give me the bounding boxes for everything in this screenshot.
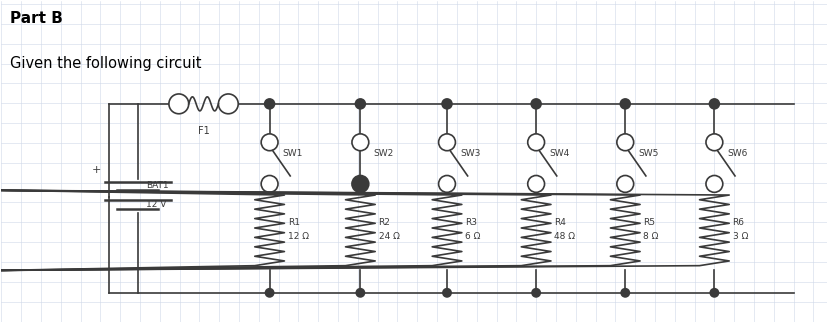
Ellipse shape bbox=[265, 288, 275, 298]
Ellipse shape bbox=[527, 175, 544, 192]
Text: R6: R6 bbox=[732, 218, 743, 227]
Ellipse shape bbox=[351, 175, 368, 192]
Text: SW1: SW1 bbox=[283, 149, 303, 158]
Text: R2: R2 bbox=[378, 218, 390, 227]
Ellipse shape bbox=[619, 98, 630, 109]
Ellipse shape bbox=[264, 98, 275, 109]
Text: SW5: SW5 bbox=[638, 149, 658, 158]
Text: 3 Ω: 3 Ω bbox=[732, 232, 747, 241]
Text: Given the following circuit: Given the following circuit bbox=[10, 56, 201, 71]
Text: 24 Ω: 24 Ω bbox=[378, 232, 399, 241]
Ellipse shape bbox=[441, 98, 452, 109]
Ellipse shape bbox=[530, 98, 541, 109]
Text: F1: F1 bbox=[198, 126, 209, 136]
Ellipse shape bbox=[616, 175, 633, 192]
Ellipse shape bbox=[261, 175, 278, 192]
Text: SW6: SW6 bbox=[727, 149, 747, 158]
Text: 48 Ω: 48 Ω bbox=[553, 232, 575, 241]
Ellipse shape bbox=[531, 288, 540, 298]
Text: R5: R5 bbox=[643, 218, 655, 227]
Text: 6 Ω: 6 Ω bbox=[465, 232, 480, 241]
Text: BAT1: BAT1 bbox=[146, 181, 168, 190]
Text: +: + bbox=[92, 164, 101, 174]
Ellipse shape bbox=[218, 94, 238, 114]
Ellipse shape bbox=[705, 134, 722, 151]
Text: SW2: SW2 bbox=[373, 149, 394, 158]
Ellipse shape bbox=[438, 134, 455, 151]
Text: SW4: SW4 bbox=[548, 149, 569, 158]
Text: 12 V: 12 V bbox=[146, 200, 166, 209]
Ellipse shape bbox=[169, 94, 189, 114]
Ellipse shape bbox=[616, 134, 633, 151]
Ellipse shape bbox=[355, 288, 365, 298]
Ellipse shape bbox=[705, 175, 722, 192]
Ellipse shape bbox=[709, 288, 719, 298]
Ellipse shape bbox=[354, 98, 366, 109]
Text: Part B: Part B bbox=[10, 11, 63, 26]
Text: 12 Ω: 12 Ω bbox=[288, 232, 308, 241]
Ellipse shape bbox=[527, 134, 544, 151]
Ellipse shape bbox=[261, 134, 278, 151]
Ellipse shape bbox=[438, 175, 455, 192]
Ellipse shape bbox=[442, 288, 452, 298]
Text: R1: R1 bbox=[288, 218, 299, 227]
Ellipse shape bbox=[619, 288, 629, 298]
Text: SW3: SW3 bbox=[460, 149, 480, 158]
Text: R4: R4 bbox=[553, 218, 566, 227]
Ellipse shape bbox=[708, 98, 719, 109]
Ellipse shape bbox=[351, 134, 368, 151]
Text: 8 Ω: 8 Ω bbox=[643, 232, 658, 241]
Text: R3: R3 bbox=[465, 218, 476, 227]
